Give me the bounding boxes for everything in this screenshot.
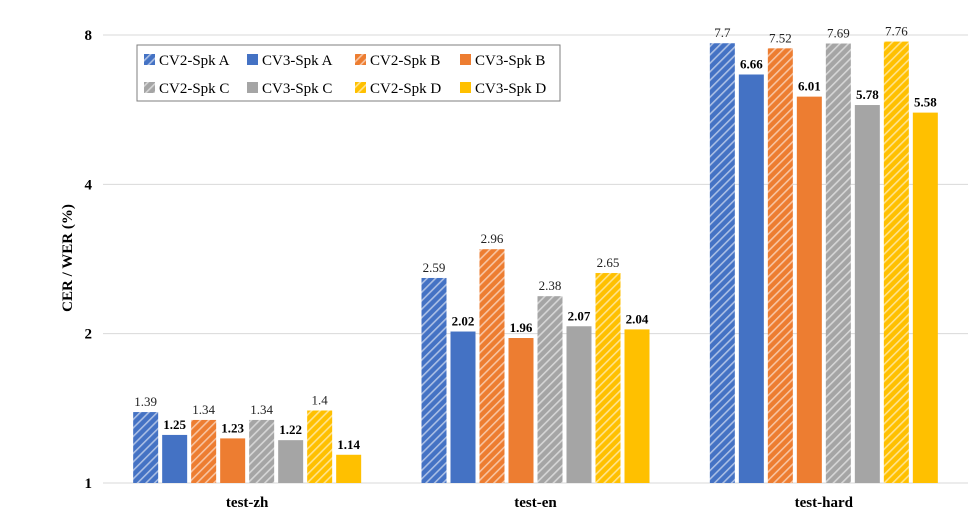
x-category-label: test-hard xyxy=(795,495,854,511)
bar-cv3-spk-b-test-zh xyxy=(220,438,246,483)
legend-entry: CV2-Spk C xyxy=(159,81,229,97)
legend: CV2-Spk A CV3-Spk A CV2-Spk B CV3-Spk B CV2-… xyxy=(136,44,561,102)
bar-cv3-spk-c-test-en xyxy=(566,326,592,483)
bar-cv2-spk-c-test-en xyxy=(537,296,563,483)
data-label: 2.65 xyxy=(597,255,620,270)
bar-cv3-spk-d-test-hard xyxy=(912,112,938,483)
data-label: 7.76 xyxy=(885,24,908,39)
bar-cv3-spk-c-test-zh xyxy=(278,440,304,483)
legend-entry: CV2-Spk B xyxy=(370,53,440,69)
data-label: 6.01 xyxy=(798,79,821,94)
bar-cv2-spk-d-test-hard xyxy=(883,41,909,484)
data-label: 1.39 xyxy=(134,394,157,409)
bar-cv2-spk-a-test-zh xyxy=(133,412,159,483)
data-label: 1.34 xyxy=(250,402,273,417)
data-label: 5.78 xyxy=(856,87,879,102)
bar-cv3-spk-b-test-hard xyxy=(796,96,822,483)
bar-cv2-spk-a-test-hard xyxy=(709,43,735,484)
legend-entry: CV3-Spk B xyxy=(475,53,545,69)
data-label: 2.38 xyxy=(539,278,562,293)
y-tick-label: 8 xyxy=(85,28,93,44)
legend-entry: CV3-Spk A xyxy=(262,53,333,69)
data-label: 1.96 xyxy=(510,320,533,335)
bars xyxy=(133,41,938,484)
legend-box xyxy=(136,44,561,102)
legend-swatch xyxy=(247,54,258,65)
legend-swatch xyxy=(144,54,155,65)
data-label: 1.25 xyxy=(163,417,186,432)
bar-cv3-spk-a-test-zh xyxy=(162,434,188,483)
bar-cv3-spk-d-test-en xyxy=(624,329,650,483)
y-axis-label: CER / WER (%) xyxy=(60,204,76,312)
y-tick-label: 2 xyxy=(85,327,93,343)
bar-cv2-spk-c-test-zh xyxy=(249,419,275,483)
data-label: 1.4 xyxy=(312,393,329,408)
bar-cv3-spk-a-test-en xyxy=(450,331,476,483)
bar-cv2-spk-d-test-en xyxy=(595,273,621,483)
data-label: 1.14 xyxy=(337,437,360,452)
bar-cv2-spk-b-test-en xyxy=(479,249,505,483)
bar-cv2-spk-d-test-zh xyxy=(307,410,333,483)
y-tick-label: 1 xyxy=(85,476,93,492)
legend-swatch xyxy=(460,54,471,65)
bar-cv3-spk-c-test-hard xyxy=(854,105,880,484)
data-label: 2.59 xyxy=(423,260,446,275)
bar-cv2-spk-b-test-zh xyxy=(191,419,217,483)
bar-cv2-spk-c-test-hard xyxy=(825,43,851,483)
data-label: 1.34 xyxy=(192,402,215,417)
legend-swatch xyxy=(355,54,366,65)
data-label: 2.02 xyxy=(452,314,475,329)
x-category-label: test-zh xyxy=(226,495,269,511)
legend-entry: CV3-Spk C xyxy=(262,81,332,97)
data-label: 2.96 xyxy=(481,231,504,246)
legend-entry: CV2-Spk A xyxy=(159,53,230,69)
data-label: 6.66 xyxy=(740,56,763,71)
y-axis: 1 2 4 8 xyxy=(85,28,93,492)
legend-swatch xyxy=(460,82,471,93)
data-label: 2.07 xyxy=(568,308,591,323)
data-labels: 1.39 1.25 1.34 1.23 1.34 1.22 1.4 1.14 2.59 2.02 2… xyxy=(134,24,937,452)
legend-swatch xyxy=(144,82,155,93)
data-label: 7.52 xyxy=(769,30,792,45)
data-label: 7.69 xyxy=(827,26,850,41)
data-label: 1.22 xyxy=(279,422,302,437)
data-label: 1.23 xyxy=(221,420,244,435)
data-label: 2.04 xyxy=(626,311,649,326)
bar-cv3-spk-d-test-zh xyxy=(336,454,362,483)
legend-entry: CV2-Spk D xyxy=(370,81,441,97)
data-label: 7.7 xyxy=(714,25,731,40)
x-category-label: test-en xyxy=(514,495,557,511)
bar-cv3-spk-b-test-en xyxy=(508,338,534,483)
legend-swatch xyxy=(247,82,258,93)
bar-cv2-spk-a-test-en xyxy=(421,277,447,483)
legend-swatch xyxy=(355,82,366,93)
bar-cv2-spk-b-test-hard xyxy=(767,48,793,483)
bar-cv3-spk-a-test-hard xyxy=(738,74,764,483)
x-axis: test-zh test-en test-hard xyxy=(226,495,854,511)
gridlines xyxy=(103,34,968,484)
legend-entry: CV3-Spk D xyxy=(475,81,546,97)
y-tick-label: 4 xyxy=(85,177,93,193)
data-label: 5.58 xyxy=(914,95,937,110)
